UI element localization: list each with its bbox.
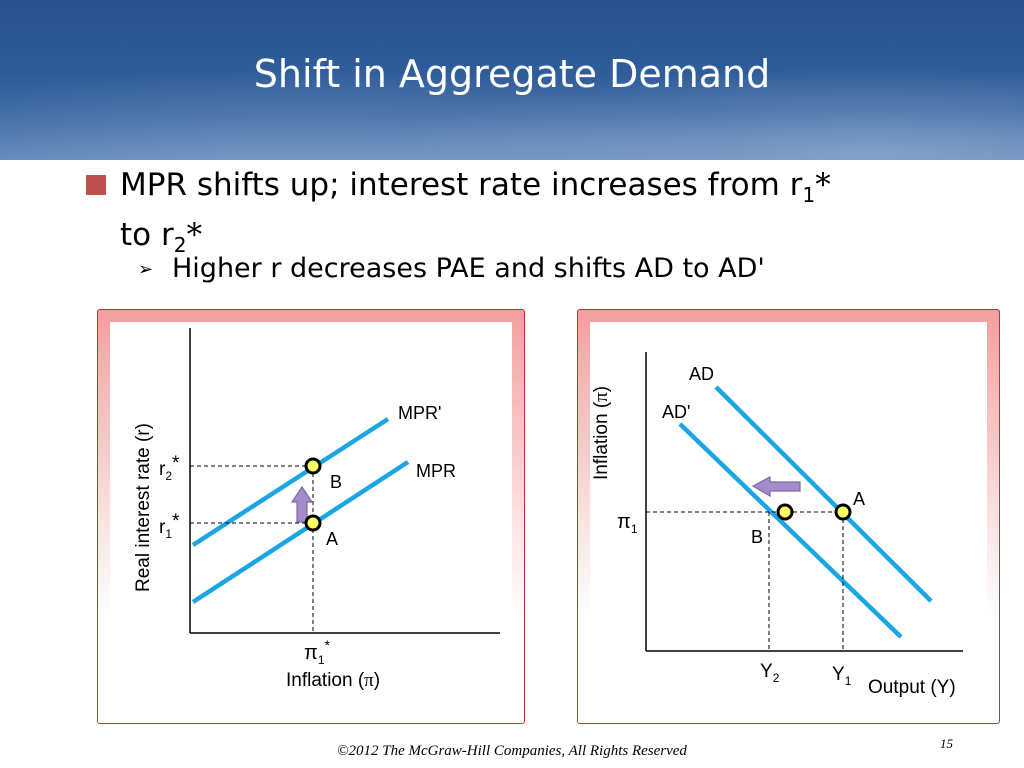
left-point-b-label: B — [330, 472, 342, 492]
point-b-marker — [304, 457, 322, 475]
right-point-a-marker — [834, 503, 852, 521]
bullet-line-1: MPR shifts up; interest rate increases f… — [120, 165, 960, 215]
bullet-line-2: to r2* — [120, 215, 960, 265]
main-bullet-text: MPR shifts up; interest rate increases f… — [120, 165, 960, 265]
r2-axis-label: r2* — [159, 453, 180, 483]
bullet-square-icon — [86, 175, 106, 195]
ad-shifted-curve — [678, 422, 903, 639]
slide-title: Shift in Aggregate Demand — [253, 52, 771, 96]
y2-axis-label: Y2 — [760, 661, 780, 685]
right-pi1-axis-label: π1 — [617, 511, 638, 536]
y1-axis-label: Y1 — [832, 664, 852, 688]
copyright-footer: ©2012 The McGraw-Hill Companies, All Rig… — [337, 743, 687, 759]
r2-star: * — [186, 217, 203, 254]
right-point-a-label: A — [853, 489, 865, 509]
left-point-a-label: A — [326, 529, 338, 549]
right-point-b-marker — [776, 503, 794, 521]
title-banner: Shift in Aggregate Demand — [0, 0, 1024, 160]
ad-shifted-label: AD' — [662, 402, 690, 422]
page-number: 15 — [940, 736, 953, 751]
r2-subscript: 2 — [173, 233, 187, 258]
point-a-marker — [304, 514, 322, 532]
mpr-shifted-curve — [191, 417, 390, 547]
right-y-axis-label: Inflation (π) — [591, 386, 612, 480]
mpr-shifted-label: MPR' — [398, 403, 441, 423]
sub-bullet-text: Higher r decreases PAE and shifts AD to … — [172, 253, 765, 284]
r1-axis-label: r1* — [159, 511, 180, 541]
left-y-axis-label: Real interest rate (r) — [133, 423, 154, 592]
shift-left-arrow-icon — [751, 476, 801, 498]
mpr-curve — [191, 460, 410, 604]
r1-star: * — [815, 167, 831, 203]
ad-curve — [714, 385, 933, 603]
arrowhead-bullet-icon: ➢ — [138, 259, 154, 280]
bullet-line-2-text: to r — [120, 217, 174, 254]
right-point-b-label: B — [751, 527, 763, 547]
ad-label: AD — [689, 364, 714, 384]
banner-texture — [0, 0, 1024, 160]
pi1-star-axis-label: π1* — [304, 637, 331, 667]
mpr-label: MPR — [416, 461, 456, 481]
bullet-line-1-text: MPR shifts up; interest rate increases f… — [120, 167, 803, 203]
left-x-axis-label: Inflation (π) — [286, 670, 380, 691]
r1-subscript: 1 — [802, 183, 816, 208]
right-x-axis-label: Output (Y) — [868, 677, 956, 698]
